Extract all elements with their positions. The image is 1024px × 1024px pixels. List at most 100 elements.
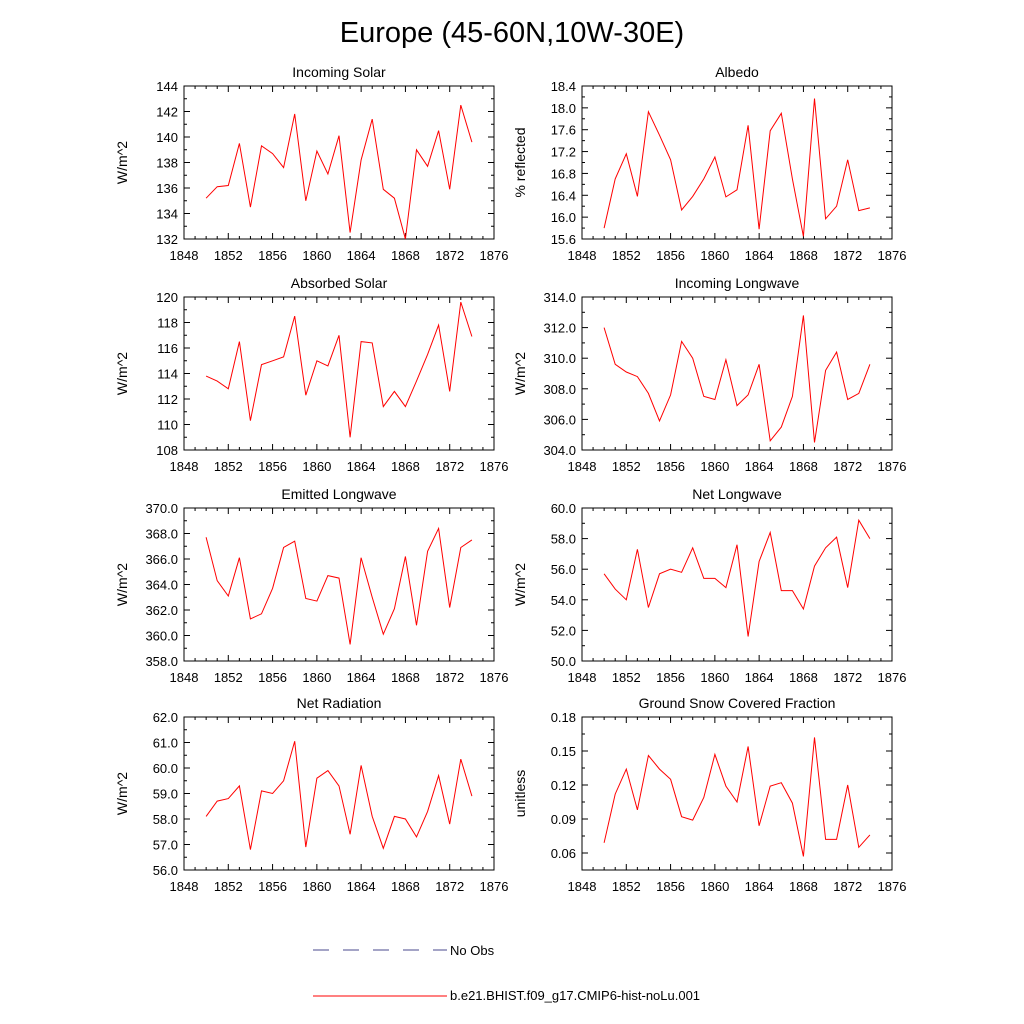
series-line-0 <box>603 737 871 857</box>
y-tick-label: 60.0 <box>551 501 576 516</box>
x-tick-label: 1848 <box>568 459 597 474</box>
x-tick-label: 1860 <box>700 670 729 685</box>
y-tick-label: 0.06 <box>551 846 576 861</box>
x-tick-label: 1868 <box>391 670 420 685</box>
x-tick-label: 1872 <box>833 248 862 263</box>
series-line-0 <box>205 301 473 438</box>
y-tick-label: 120 <box>156 290 178 305</box>
x-tick-label: 1868 <box>789 248 818 263</box>
panel-5: 1848 1852 1856 1860 1864 1868 1872 1876 50.0 52.0… <box>512 486 906 685</box>
plot-frame <box>183 716 495 871</box>
x-tick-label: 1856 <box>656 670 685 685</box>
x-tick-label: 1860 <box>302 670 331 685</box>
x-tick-label: 1852 <box>214 879 243 894</box>
x-tick-label: 1852 <box>612 879 641 894</box>
plot-frame <box>581 507 893 662</box>
y-tick-label: 0.12 <box>551 778 576 793</box>
y-tick-label: 108 <box>156 443 178 458</box>
y-tick-label: 112 <box>157 392 178 407</box>
y-axis-label: W/m^2 <box>114 352 130 395</box>
x-tick-label: 1856 <box>656 248 685 263</box>
x-tick-label: 1868 <box>789 670 818 685</box>
x-tick-label: 1852 <box>612 670 641 685</box>
panel-title: Incoming Longwave <box>675 275 800 291</box>
y-tick-label: 18.0 <box>551 101 576 116</box>
series-line-0 <box>603 518 871 637</box>
x-tick-label: 1852 <box>612 459 641 474</box>
y-tick-label: 56.0 <box>153 863 178 878</box>
panel-4: 1848 1852 1856 1860 1864 1868 1872 1876 358.0 360… <box>114 486 508 685</box>
y-tick-label: 58.0 <box>551 532 576 547</box>
x-tick-label: 1848 <box>170 670 199 685</box>
y-tick-label: 308.0 <box>543 382 576 397</box>
x-tick-label: 1876 <box>878 879 907 894</box>
x-tick-label: 1864 <box>347 670 376 685</box>
x-tick-label: 1872 <box>435 670 464 685</box>
y-tick-label: 114 <box>157 367 178 382</box>
y-tick-label: 142 <box>156 105 178 120</box>
panel-title: Emitted Longwave <box>281 486 396 502</box>
y-tick-label: 138 <box>156 156 178 171</box>
x-tick-label: 1864 <box>347 248 376 263</box>
x-tick-label: 1872 <box>833 879 862 894</box>
x-tick-label: 1860 <box>302 459 331 474</box>
panel-2: 1848 1852 1856 1860 1864 1868 1872 1876 108 110 11… <box>114 275 508 474</box>
x-tick-label: 1876 <box>480 879 509 894</box>
x-tick-label: 1876 <box>480 459 509 474</box>
plot-frame <box>183 85 495 240</box>
y-tick-label: 140 <box>156 130 178 145</box>
y-tick-label: 118 <box>157 316 178 331</box>
y-tick-label: 0.09 <box>551 812 576 827</box>
y-tick-label: 306.0 <box>543 412 576 427</box>
plot-frame <box>183 296 495 451</box>
y-tick-label: 0.15 <box>551 744 576 759</box>
panel-7: 1848 1852 1856 1860 1864 1868 1872 1876 0.06 0.09… <box>512 695 906 894</box>
x-tick-label: 1864 <box>745 670 774 685</box>
x-tick-label: 1860 <box>700 459 729 474</box>
x-tick-label: 1848 <box>568 670 597 685</box>
y-tick-label: 18.4 <box>551 79 576 94</box>
x-tick-label: 1872 <box>435 248 464 263</box>
series-line-0 <box>205 526 473 645</box>
x-tick-label: 1856 <box>656 459 685 474</box>
x-tick-label: 1868 <box>391 879 420 894</box>
x-tick-label: 1872 <box>435 459 464 474</box>
y-tick-label: 50.0 <box>551 654 576 669</box>
y-tick-label: 17.2 <box>551 145 576 160</box>
y-tick-label: 134 <box>156 207 178 222</box>
x-tick-label: 1876 <box>480 248 509 263</box>
x-tick-label: 1852 <box>612 248 641 263</box>
y-axis-label: W/m^2 <box>114 141 130 184</box>
x-tick-label: 1872 <box>435 879 464 894</box>
y-tick-label: 362.0 <box>145 603 178 618</box>
panel-6: 1848 1852 1856 1860 1864 1868 1872 1876 56.0 57.0… <box>114 695 508 894</box>
y-tick-label: 144 <box>156 79 178 94</box>
x-tick-label: 1864 <box>745 248 774 263</box>
y-tick-label: 59.0 <box>153 787 178 802</box>
x-tick-label: 1868 <box>789 459 818 474</box>
x-tick-label: 1876 <box>878 248 907 263</box>
y-tick-label: 116 <box>157 341 178 356</box>
legend: No Obs b.e21.BHIST.f09_g17.CMIP6-hist-no… <box>313 943 700 1003</box>
x-tick-label: 1848 <box>568 879 597 894</box>
y-tick-label: 364.0 <box>145 578 178 593</box>
y-tick-label: 62.0 <box>153 710 178 725</box>
y-tick-label: 304.0 <box>543 443 576 458</box>
panel-title: Albedo <box>715 64 759 80</box>
y-tick-label: 132 <box>156 232 178 247</box>
x-tick-label: 1856 <box>258 248 287 263</box>
y-tick-label: 312.0 <box>543 321 576 336</box>
x-tick-label: 1876 <box>878 670 907 685</box>
x-tick-label: 1860 <box>302 879 331 894</box>
y-tick-label: 16.4 <box>551 188 576 203</box>
y-tick-label: 16.0 <box>551 210 576 225</box>
x-tick-label: 1872 <box>833 459 862 474</box>
y-tick-label: 370.0 <box>145 501 178 516</box>
y-tick-label: 52.0 <box>551 623 576 638</box>
panel-3: 1848 1852 1856 1860 1864 1868 1872 1876 304.0 306… <box>512 275 906 474</box>
y-tick-label: 366.0 <box>145 552 178 567</box>
y-tick-label: 314.0 <box>543 290 576 305</box>
x-tick-label: 1860 <box>302 248 331 263</box>
y-tick-label: 368.0 <box>145 527 178 542</box>
legend-label-model: b.e21.BHIST.f09_g17.CMIP6-hist-noLu.001 <box>450 988 700 1003</box>
